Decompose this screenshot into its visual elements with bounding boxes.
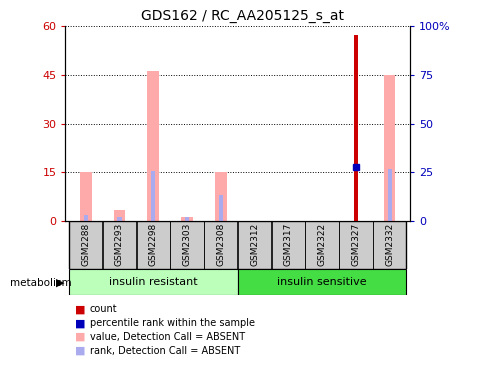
Text: GSM2327: GSM2327	[350, 223, 360, 266]
Bar	[237, 221, 271, 269]
Text: ▶: ▶	[56, 277, 64, 288]
Text: ■: ■	[75, 332, 86, 342]
Bar	[353, 36, 357, 221]
Bar	[103, 221, 136, 269]
Bar	[237, 269, 406, 295]
Bar	[204, 221, 237, 269]
Bar	[184, 217, 189, 221]
Text: GSM2293: GSM2293	[115, 223, 124, 266]
Bar	[383, 75, 394, 221]
Bar	[136, 221, 169, 269]
Bar	[218, 195, 222, 221]
Text: value, Detection Call = ABSENT: value, Detection Call = ABSENT	[90, 332, 244, 342]
Text: insulin resistant: insulin resistant	[109, 277, 197, 287]
Text: GSM2312: GSM2312	[250, 223, 258, 266]
Text: rank, Detection Call = ABSENT: rank, Detection Call = ABSENT	[90, 346, 240, 356]
Text: metabolism: metabolism	[10, 277, 71, 288]
Text: count: count	[90, 304, 117, 314]
Text: GSM2303: GSM2303	[182, 223, 191, 266]
Text: GSM2332: GSM2332	[384, 223, 393, 266]
Bar	[80, 172, 91, 221]
Bar	[372, 221, 406, 269]
Bar	[69, 269, 237, 295]
Bar	[113, 210, 125, 221]
Bar	[147, 71, 159, 221]
Text: GSM2308: GSM2308	[216, 223, 225, 266]
Text: GSM2322: GSM2322	[317, 223, 326, 266]
Bar	[387, 169, 391, 221]
Text: ■: ■	[75, 318, 86, 328]
Text: GSM2298: GSM2298	[149, 223, 157, 266]
Text: percentile rank within the sample: percentile rank within the sample	[90, 318, 254, 328]
Bar	[151, 171, 155, 221]
Text: GDS162 / RC_AA205125_s_at: GDS162 / RC_AA205125_s_at	[141, 9, 343, 23]
Bar	[181, 217, 193, 221]
Bar	[117, 217, 121, 221]
Text: ■: ■	[75, 304, 86, 314]
Bar	[170, 221, 203, 269]
Bar	[84, 215, 88, 221]
Bar	[305, 221, 338, 269]
Bar	[338, 221, 372, 269]
Text: insulin sensitive: insulin sensitive	[277, 277, 366, 287]
Text: ■: ■	[75, 346, 86, 356]
Bar	[69, 221, 102, 269]
Text: GSM2288: GSM2288	[81, 223, 90, 266]
Bar	[271, 221, 304, 269]
Text: GSM2317: GSM2317	[283, 223, 292, 266]
Bar	[214, 172, 226, 221]
